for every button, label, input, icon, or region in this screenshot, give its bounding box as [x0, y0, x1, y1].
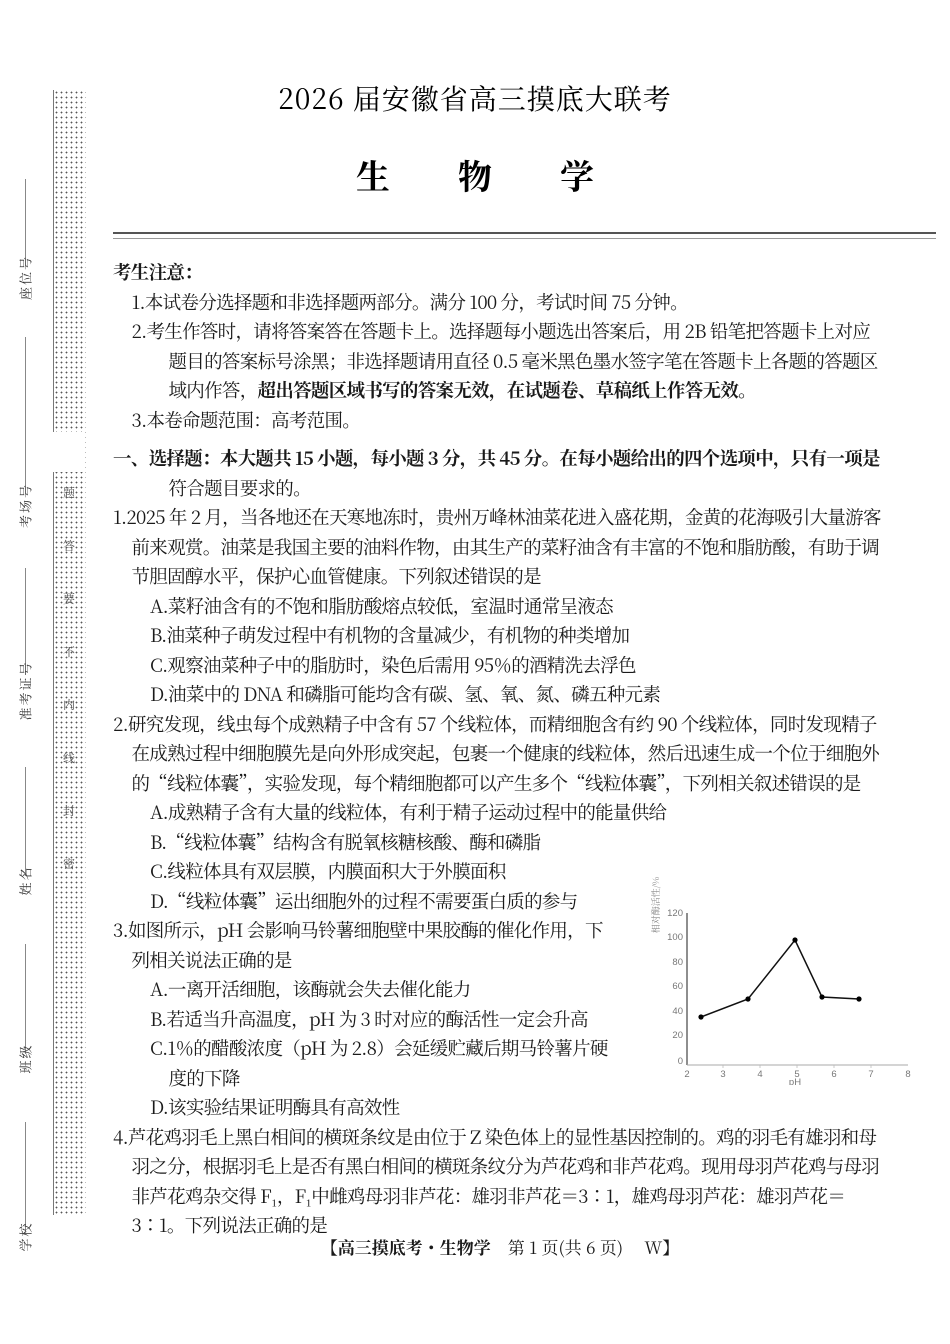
svg-text:2: 2	[684, 1069, 689, 1080]
svg-text:pH: pH	[789, 1077, 801, 1085]
svg-text:40: 40	[672, 1006, 683, 1017]
svg-text:60: 60	[672, 981, 683, 992]
svg-text:120: 120	[667, 908, 683, 919]
svg-text:0: 0	[678, 1056, 683, 1067]
svg-text:20: 20	[672, 1030, 683, 1041]
svg-text:8: 8	[905, 1069, 910, 1080]
svg-text:4: 4	[757, 1069, 762, 1080]
svg-text:100: 100	[667, 932, 683, 943]
svg-text:6: 6	[831, 1069, 836, 1080]
svg-text:80: 80	[672, 957, 683, 968]
svg-text:7: 7	[868, 1069, 873, 1080]
svg-text:3: 3	[720, 1069, 725, 1080]
